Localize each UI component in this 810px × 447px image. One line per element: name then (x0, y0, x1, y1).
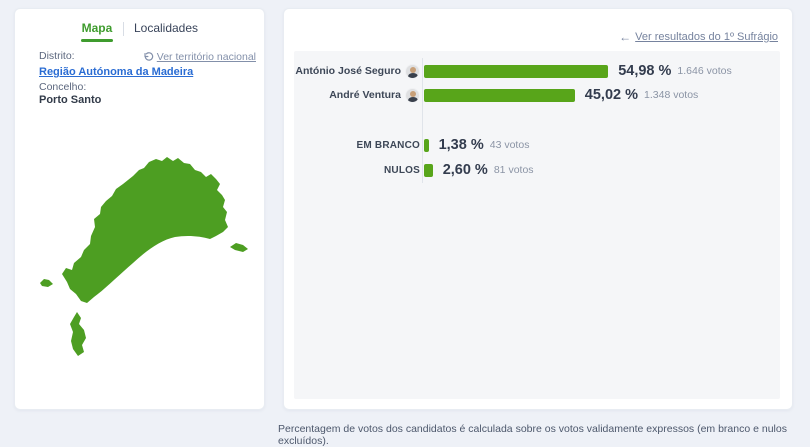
row-label-wrap: EM BRANCO (294, 140, 420, 151)
votes-value: 1.348 votos (644, 89, 699, 101)
tab-label: Localidades (133, 21, 199, 35)
row-label-wrap: André Ventura (294, 87, 420, 103)
islet-south (70, 312, 86, 356)
percent-value: 1,38 % (438, 137, 484, 153)
porto-santo-map (40, 157, 248, 356)
bar-row: André Ventura 45,02 % 1.348 votos (294, 85, 780, 105)
national-territory-link-label: Ver território nacional (156, 51, 256, 63)
municipality-shape[interactable] (62, 157, 228, 303)
municipality-label: Concelho: (39, 81, 87, 93)
first-round-results-link[interactable]: ← Ver resultados do 1º Sufrágio (619, 29, 778, 44)
candidate-avatar (405, 87, 420, 103)
result-bar (424, 88, 575, 102)
row-label: António José Seguro (295, 65, 401, 77)
votes-value: 81 votos (493, 164, 534, 176)
bar-row: NULOS 2,60 % 81 votos (294, 160, 780, 180)
tab-label: Mapa (81, 21, 113, 35)
bar-row: EM BRANCO 1,38 % 43 votos (294, 135, 780, 155)
votes-value: 1.646 votos (677, 65, 732, 77)
back-arrow-icon: ← (619, 29, 632, 44)
islet-east (230, 243, 248, 252)
row-label: André Ventura (329, 89, 401, 101)
result-bar (424, 64, 609, 78)
active-tab-underline (80, 39, 113, 42)
row-label-wrap: António José Seguro (294, 63, 420, 79)
row-label-wrap: NULOS (294, 165, 420, 176)
tab-divider (122, 22, 124, 36)
tab-mapa[interactable]: Mapa (71, 21, 123, 42)
national-territory-link[interactable]: Ver território nacional (143, 51, 256, 63)
tab-localidades[interactable]: Localidades (124, 21, 208, 35)
chart-axis-line (422, 58, 423, 183)
results-panel-card: ← Ver resultados do 1º Sufrágio António … (283, 8, 793, 410)
result-bar (424, 163, 433, 177)
first-round-results-link-label: Ver resultados do 1º Sufrágio (635, 31, 778, 43)
row-label: EM BRANCO (356, 139, 420, 151)
row-label: NULOS (384, 164, 420, 176)
map-panel-card: Mapa Localidades Distrito: Região Autónom… (14, 8, 265, 410)
district-link[interactable]: Região Autónoma da Madeira (39, 66, 194, 78)
results-bar-chart: António José Seguro 54,98 % 1.646 votos And… (294, 51, 780, 399)
municipality-value: Porto Santo (39, 94, 102, 106)
result-bar (424, 138, 429, 152)
undo-icon (143, 51, 154, 63)
islet-west (40, 279, 53, 287)
bar-row: António José Seguro 54,98 % 1.646 votos (294, 61, 780, 81)
percent-value: 54,98 % (618, 63, 672, 79)
percent-value: 2,60 % (442, 162, 488, 178)
district-label: Distrito: (39, 50, 75, 62)
votes-value: 43 votos (489, 139, 530, 151)
candidate-avatar (405, 63, 420, 79)
percent-value: 45,02 % (584, 87, 639, 103)
footnote: Percentagem de votos dos candidatos é ca… (278, 423, 787, 447)
location-info: Distrito: Região Autónoma da Madeira Con… (39, 50, 193, 107)
tabs: Mapa Localidades (15, 21, 264, 42)
